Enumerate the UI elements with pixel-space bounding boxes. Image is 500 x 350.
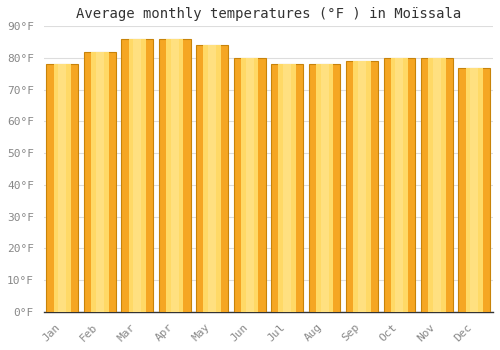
Bar xyxy=(320,64,328,312)
Bar xyxy=(433,58,441,312)
Bar xyxy=(470,68,478,312)
Bar xyxy=(208,45,216,312)
Bar xyxy=(271,64,303,312)
Bar xyxy=(346,61,378,312)
Title: Average monthly temperatures (°F ) in Moïssala: Average monthly temperatures (°F ) in Mo… xyxy=(76,7,461,21)
Bar xyxy=(246,58,254,312)
Bar xyxy=(171,39,178,312)
Bar xyxy=(58,64,66,312)
Bar xyxy=(196,45,228,312)
Bar xyxy=(128,39,146,312)
Bar xyxy=(458,68,490,312)
Bar xyxy=(316,64,334,312)
Bar xyxy=(159,39,190,312)
Bar xyxy=(396,58,404,312)
Bar xyxy=(390,58,408,312)
Bar xyxy=(234,58,266,312)
Bar xyxy=(358,61,366,312)
Bar xyxy=(91,52,108,312)
Bar xyxy=(421,58,453,312)
Bar xyxy=(428,58,446,312)
Bar xyxy=(353,61,370,312)
Bar xyxy=(466,68,483,312)
Bar xyxy=(241,58,258,312)
Bar xyxy=(384,58,416,312)
Bar xyxy=(96,52,104,312)
Bar xyxy=(283,64,291,312)
Bar xyxy=(122,39,153,312)
Bar xyxy=(46,64,78,312)
Bar xyxy=(54,64,71,312)
Bar xyxy=(204,45,221,312)
Bar xyxy=(84,52,116,312)
Bar xyxy=(134,39,141,312)
Bar xyxy=(166,39,184,312)
Bar xyxy=(308,64,340,312)
Bar xyxy=(278,64,296,312)
